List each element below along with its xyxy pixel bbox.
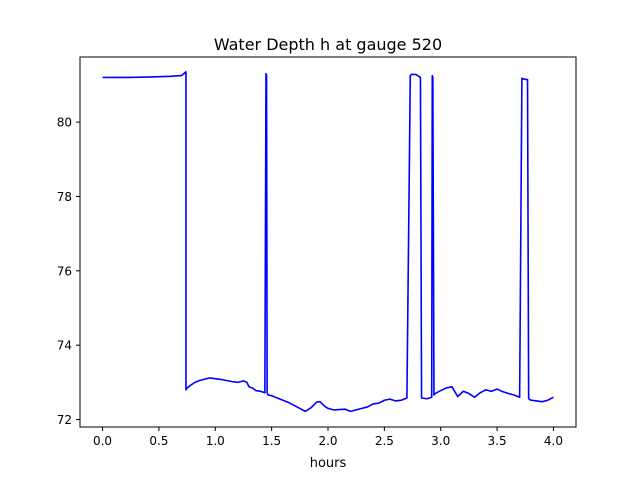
x-axis-label: hours xyxy=(310,456,347,471)
x-tick-label: 3.5 xyxy=(488,434,507,448)
x-tick-label: 2.5 xyxy=(375,434,394,448)
y-tick-label: 74 xyxy=(57,339,72,353)
y-tick-label: 80 xyxy=(57,116,72,130)
x-tick-label: 3.0 xyxy=(431,434,450,448)
x-axis: 0.0 0.5 1.0 1.5 2.0 2.5 3.0 3.5 4.0 xyxy=(93,427,563,448)
data-layer xyxy=(102,71,554,413)
y-axis: 72 74 76 78 80 xyxy=(57,116,80,427)
x-tick-label: 0.0 xyxy=(93,434,112,448)
chart-title: Water Depth h at gauge 520 xyxy=(214,35,442,54)
x-tick-label: 1.5 xyxy=(262,434,281,448)
series-line-0 xyxy=(102,71,554,413)
x-tick-label: 4.0 xyxy=(544,434,563,448)
plot-area xyxy=(80,57,576,427)
x-tick-label: 1.0 xyxy=(206,434,225,448)
y-tick-label: 78 xyxy=(57,190,72,204)
x-tick-label: 0.5 xyxy=(149,434,168,448)
x-tick-label: 2.0 xyxy=(318,434,337,448)
y-tick-label: 72 xyxy=(57,413,72,427)
y-tick-label: 76 xyxy=(57,264,72,278)
